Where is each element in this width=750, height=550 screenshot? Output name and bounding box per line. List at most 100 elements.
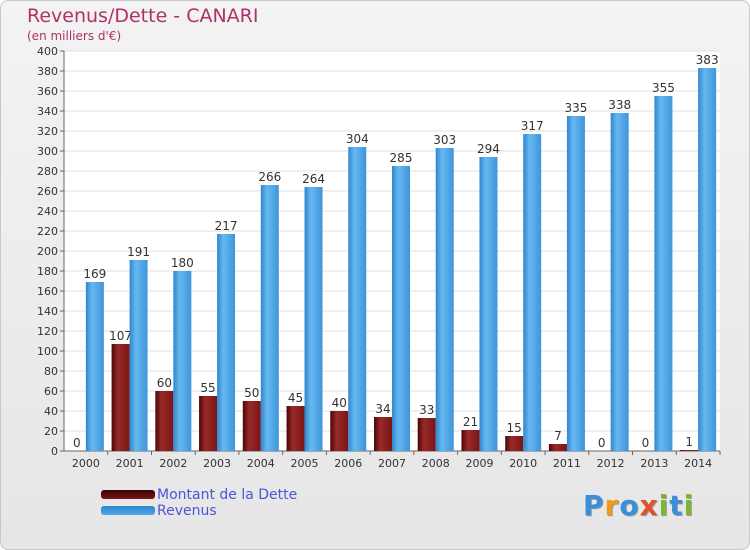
proxiti-logo: Proxiti — [583, 489, 695, 522]
data-label-revenue: 303 — [433, 133, 456, 147]
bar-debt — [155, 391, 174, 451]
x-tick-label: 2012 — [597, 457, 625, 470]
y-tick-label: 360 — [37, 85, 58, 98]
data-label-revenue: 217 — [215, 219, 238, 233]
x-tick-label: 2002 — [159, 457, 187, 470]
bar-revenue — [698, 68, 717, 451]
chart-subtitle: (en milliers d'€) — [27, 29, 122, 43]
x-tick-label: 2013 — [640, 457, 668, 470]
data-label-debt: 21 — [463, 415, 478, 429]
bar-revenue — [348, 147, 367, 451]
y-tick-label: 60 — [44, 385, 58, 398]
data-label-revenue: 304 — [346, 132, 369, 146]
data-label-revenue: 180 — [171, 256, 194, 270]
x-tick-label: 2011 — [553, 457, 581, 470]
data-label-revenue: 264 — [302, 172, 325, 186]
bar-debt — [374, 417, 392, 451]
bar-debt — [505, 436, 524, 451]
data-label-debt: 15 — [507, 421, 522, 435]
x-tick-label: 2009 — [465, 457, 493, 470]
x-tick-label: 2005 — [291, 457, 319, 470]
legend-swatch-revenue — [101, 506, 155, 515]
y-tick-label: 200 — [37, 245, 58, 258]
data-label-debt: 55 — [200, 381, 215, 395]
y-tick-label: 340 — [37, 105, 58, 118]
data-label-debt: 50 — [244, 386, 259, 400]
data-label-revenue: 355 — [652, 81, 675, 95]
bar-debt — [548, 444, 567, 451]
x-tick-label: 2004 — [247, 457, 275, 470]
legend-label-debt: Montant de la Dette — [157, 487, 298, 503]
bar-debt — [417, 418, 436, 451]
x-tick-label: 2003 — [203, 457, 231, 470]
y-tick-label: 0 — [51, 445, 58, 458]
data-label-revenue: 285 — [390, 151, 413, 165]
y-tick-label: 40 — [44, 405, 58, 418]
data-label-revenue: 338 — [608, 98, 631, 112]
data-label-revenue: 169 — [83, 267, 106, 281]
bar-revenue — [260, 185, 279, 451]
x-tick-label: 2008 — [422, 457, 450, 470]
y-tick-label: 100 — [37, 345, 58, 358]
data-label-revenue: 383 — [696, 53, 719, 67]
y-tick-label: 260 — [37, 185, 58, 198]
x-tick-label: 2006 — [334, 457, 362, 470]
data-label-debt: 1 — [685, 435, 693, 449]
bar-debt — [242, 401, 261, 451]
y-tick-label: 280 — [37, 165, 58, 178]
bar-revenue — [217, 234, 236, 451]
bar-revenue — [479, 157, 498, 451]
bar-revenue — [304, 187, 323, 451]
data-label-debt: 45 — [288, 391, 303, 405]
y-tick-label: 80 — [44, 365, 58, 378]
x-tick-label: 2007 — [378, 457, 406, 470]
y-tick-label: 400 — [37, 45, 58, 58]
bar-revenue — [85, 282, 104, 451]
data-label-revenue: 317 — [521, 119, 544, 133]
bar-revenue — [566, 116, 585, 451]
data-label-debt: 0 — [642, 436, 650, 450]
bar-debt — [286, 406, 305, 451]
bar-debt — [680, 450, 699, 451]
data-label-debt: 33 — [419, 403, 434, 417]
data-label-revenue: 266 — [258, 170, 281, 184]
bar-debt — [461, 430, 480, 451]
x-tick-label: 2010 — [509, 457, 537, 470]
x-tick-label: 2014 — [684, 457, 712, 470]
data-label-debt: 60 — [157, 376, 172, 390]
y-tick-label: 380 — [37, 65, 58, 78]
y-tick-label: 320 — [37, 125, 58, 138]
legend-swatch-debt — [101, 490, 155, 499]
x-tick-label: 2000 — [72, 457, 100, 470]
data-label-debt: 7 — [554, 429, 562, 443]
data-label-debt: 107 — [109, 329, 132, 343]
data-label-revenue: 191 — [127, 245, 150, 259]
data-label-debt: 0 — [598, 436, 606, 450]
y-tick-label: 180 — [37, 265, 58, 278]
bar-revenue — [435, 148, 454, 451]
bar-debt — [199, 396, 218, 451]
bar-debt — [111, 344, 130, 451]
data-label-revenue: 294 — [477, 142, 500, 156]
y-tick-label: 120 — [37, 325, 58, 338]
data-label-debt: 34 — [375, 402, 390, 416]
bar-revenue — [523, 134, 542, 451]
chart-title: Revenus/Dette - CANARI — [27, 5, 259, 27]
bar-revenue — [392, 166, 410, 451]
y-tick-label: 300 — [37, 145, 58, 158]
x-tick-label: 2001 — [116, 457, 144, 470]
y-tick-label: 240 — [37, 205, 58, 218]
bar-revenue — [654, 96, 673, 451]
y-tick-label: 20 — [44, 425, 58, 438]
data-label-debt: 40 — [332, 396, 347, 410]
bar-revenue — [610, 113, 629, 451]
data-label-revenue: 335 — [564, 101, 587, 115]
y-tick-label: 220 — [37, 225, 58, 238]
data-label-debt: 0 — [73, 436, 81, 450]
y-tick-label: 140 — [37, 305, 58, 318]
legend-label-revenue: Revenus — [157, 503, 217, 519]
bar-revenue — [173, 271, 192, 451]
y-tick-label: 160 — [37, 285, 58, 298]
